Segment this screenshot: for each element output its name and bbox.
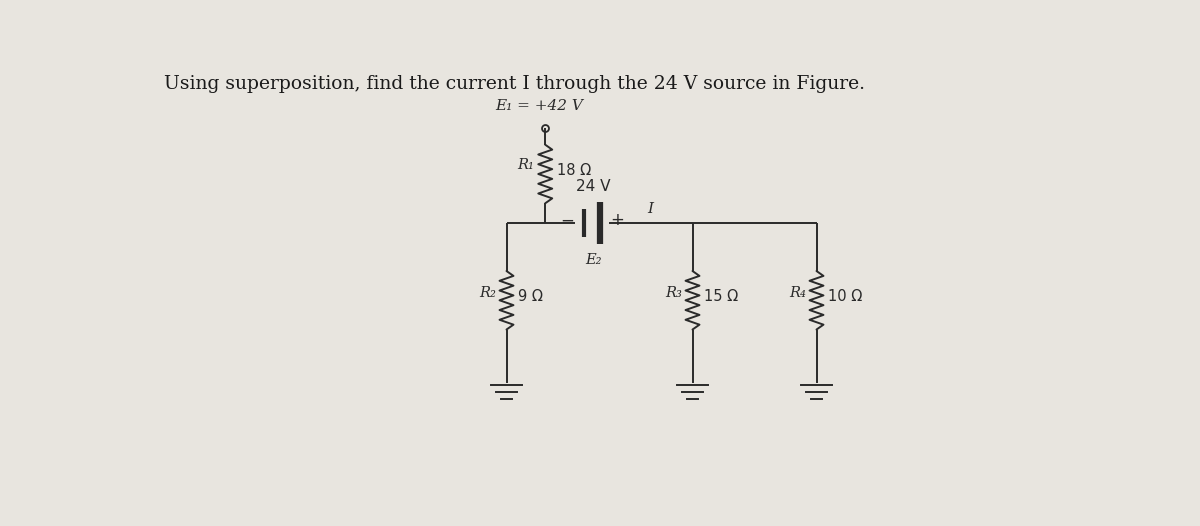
Text: −: − [560,211,574,229]
Text: 9 Ω: 9 Ω [518,289,542,304]
Text: 10 Ω: 10 Ω [828,289,863,304]
Text: 15 Ω: 15 Ω [704,289,738,304]
Text: R₄: R₄ [788,286,805,300]
Text: Using superposition, find the current I through the 24 V source in Figure.: Using superposition, find the current I … [164,75,865,94]
Text: +: + [611,211,624,229]
Text: R₂: R₂ [479,286,496,300]
Text: R₃: R₃ [665,286,682,300]
Text: I: I [647,201,653,216]
Text: 24 V: 24 V [576,179,611,194]
Text: R₁: R₁ [517,158,534,172]
Text: E₂: E₂ [586,252,601,267]
Text: E₁ = +42 V: E₁ = +42 V [494,99,583,113]
Text: 18 Ω: 18 Ω [557,163,592,178]
